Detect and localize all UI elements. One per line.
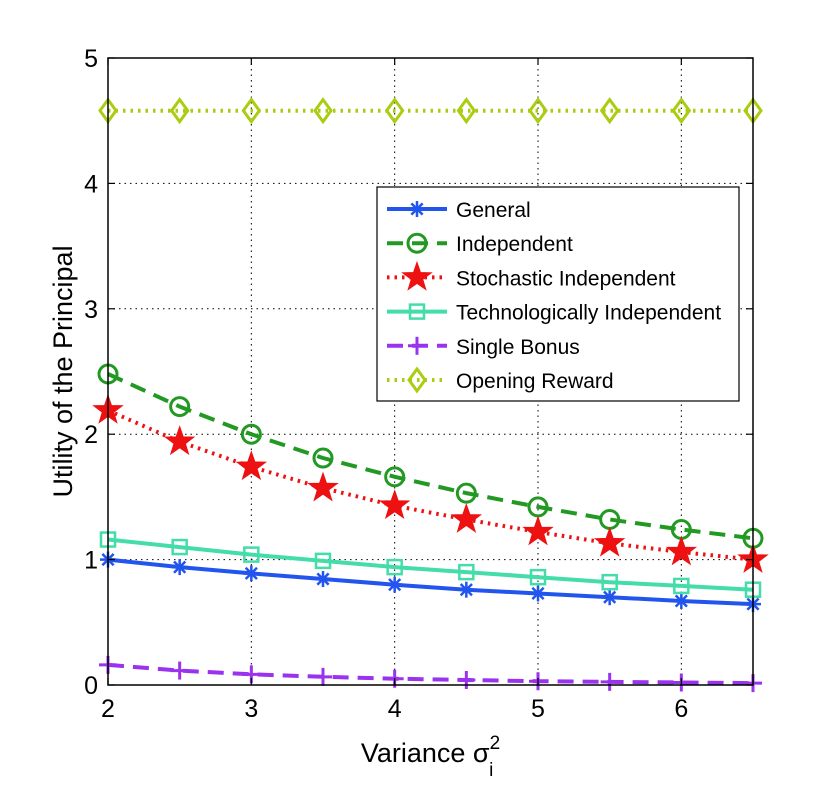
y-axis-label: Utility of the Principal	[48, 245, 78, 497]
series-opening-reward	[98, 97, 763, 125]
plot-frame	[107, 57, 754, 686]
data-point	[601, 589, 618, 606]
y-tick-label: 3	[84, 296, 98, 324]
legend-marker	[407, 366, 427, 394]
legend-marker	[408, 336, 426, 355]
data-point	[450, 502, 483, 533]
data-point	[386, 558, 403, 576]
legend-label: Stochastic Independent	[456, 267, 676, 290]
legend-label: Opening Reward	[456, 370, 614, 393]
data-point	[314, 667, 332, 686]
series-independent	[97, 363, 764, 549]
series-stochastic-independent	[92, 393, 769, 573]
data-point	[312, 447, 334, 469]
data-point	[307, 471, 339, 502]
data-point	[530, 585, 546, 602]
x-tick-label: 5	[531, 695, 545, 723]
x-tick-label: 2	[101, 695, 115, 723]
legend-entry: General	[387, 199, 531, 222]
legend-box	[376, 186, 740, 402]
data-point	[528, 97, 548, 125]
series-line	[107, 408, 754, 562]
series-line	[107, 557, 754, 607]
data-point	[671, 97, 692, 125]
data-point	[529, 568, 547, 586]
y-tick-label: 2	[84, 421, 98, 449]
ticks: 2 3 4 5 6 0 1 2 3 4 5	[84, 45, 753, 723]
data-point	[241, 97, 262, 125]
data-point	[457, 670, 476, 689]
data-point	[171, 559, 188, 576]
series-single-bonus	[99, 655, 762, 693]
data-point	[673, 592, 690, 609]
series-general	[100, 551, 761, 613]
data-point	[314, 552, 332, 570]
legend-entry: Stochastic Independent	[387, 260, 676, 291]
legend-label: Independent	[456, 233, 573, 256]
data-point	[170, 661, 189, 680]
legend-label: General	[456, 199, 531, 222]
data-point	[163, 425, 196, 456]
data-point	[386, 576, 403, 593]
legend-entry: Independent	[387, 232, 573, 256]
data-point	[458, 581, 475, 598]
data-point	[522, 515, 554, 546]
x-tick-label: 6	[674, 695, 688, 723]
data-point	[243, 565, 260, 582]
data-point	[384, 97, 405, 125]
legend-marker	[401, 260, 433, 291]
data-point	[240, 423, 262, 445]
x-axis-label: Variance σ2 i	[361, 733, 500, 781]
data-point	[243, 546, 260, 563]
data-point	[593, 526, 626, 557]
series-line	[107, 662, 754, 686]
series-line	[107, 537, 754, 592]
data-point	[665, 535, 698, 566]
legend-marker	[408, 303, 426, 320]
data-point	[384, 466, 406, 488]
data-point	[458, 563, 475, 581]
legend-marker	[409, 201, 425, 217]
legend-entry: Single Bonus	[387, 336, 580, 359]
x-tick-label: 4	[388, 695, 402, 723]
x-tick-label: 3	[244, 695, 258, 723]
y-tick-label: 5	[84, 45, 98, 73]
legend-label: Single Bonus	[456, 336, 580, 359]
data-point	[601, 573, 618, 591]
legend-marker	[406, 232, 428, 254]
legend-label: Technologically Independent	[456, 302, 721, 325]
legend: General Independent Stochastic Independent…	[376, 186, 740, 402]
legend-entry: Technologically Independent	[387, 302, 721, 325]
data-point	[673, 577, 690, 595]
data-point	[313, 97, 333, 125]
data-point	[171, 538, 188, 556]
data-point	[315, 571, 331, 588]
y-tick-label: 4	[84, 170, 98, 198]
y-tick-label: 0	[84, 672, 98, 700]
data-point	[599, 97, 620, 125]
data-point	[169, 97, 190, 125]
data-point	[600, 672, 619, 691]
data-point	[455, 482, 477, 504]
legend-entry: Opening Reward	[387, 366, 614, 394]
data-point	[456, 97, 477, 125]
data-point	[235, 450, 268, 481]
data-point	[378, 489, 411, 520]
y-tick-label: 1	[84, 547, 98, 575]
series-line	[107, 372, 754, 541]
data-point	[169, 396, 191, 418]
